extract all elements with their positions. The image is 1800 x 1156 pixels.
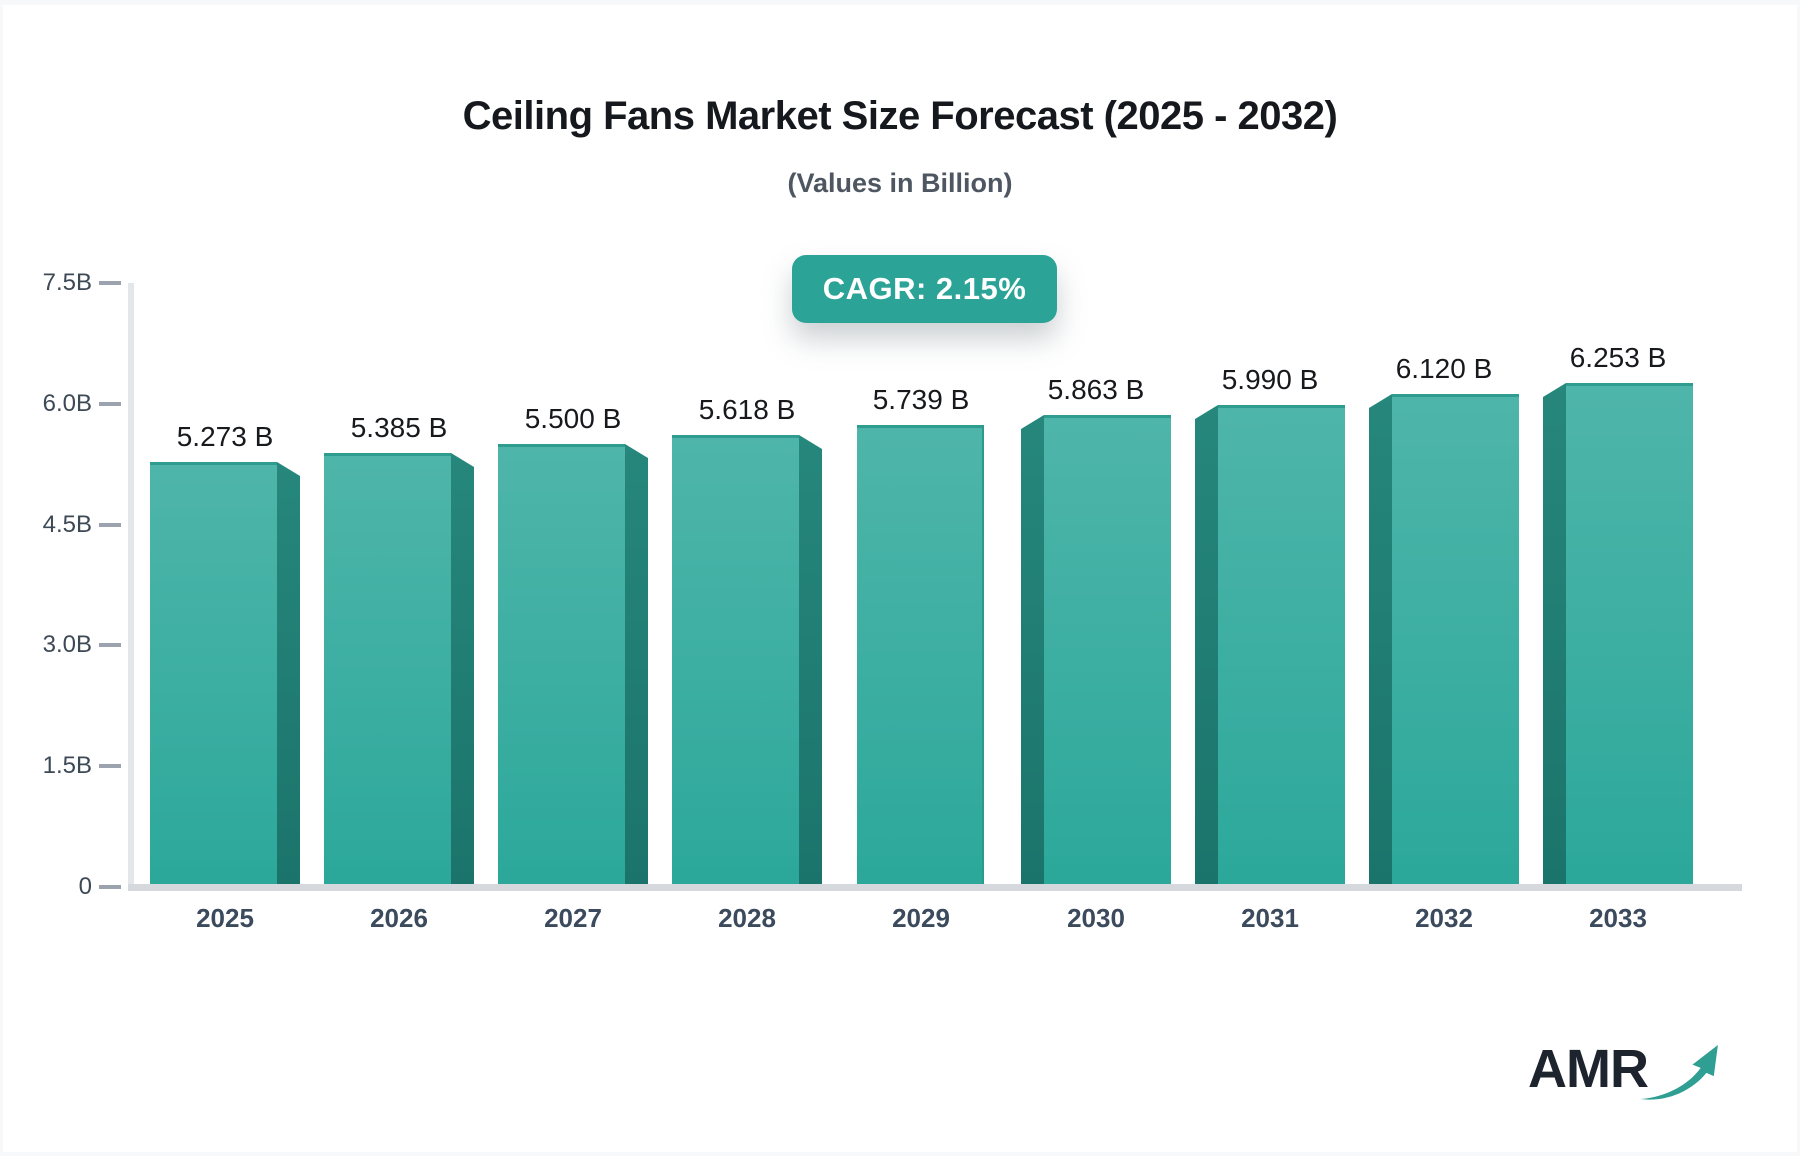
x-axis-label: 2030 [1067,903,1125,933]
bar-value-label: 5.618 B [698,394,796,425]
bar-face [1566,383,1693,887]
x-axis-label: 2028 [718,903,776,933]
x-axis-label: 2029 [892,903,950,933]
y-axis-label: 4.5B [42,511,92,538]
bar-side-shadow [625,444,648,887]
cagr-badge: CAGR: 2.15% [792,255,1057,323]
bar-side-shadow [1021,415,1044,887]
bar-value-label: 5.500 B [524,403,622,434]
bar-side-shadow [1369,394,1392,887]
x-axis-label: 2031 [1241,903,1299,933]
edge-strip-top [0,0,1800,5]
x-axis-label: 2033 [1589,903,1647,933]
bar-face [672,435,799,887]
y-axis-tick [99,281,121,285]
y-axis-label: 7.5B [42,269,92,296]
y-axis-tick [99,402,121,406]
bar [672,435,822,887]
bar-value-label: 5.863 B [1047,374,1145,405]
x-axis-label: 2025 [196,903,254,933]
bar-value-label: 5.739 B [872,384,970,415]
chart-title: Ceiling Fans Market Size Forecast (2025 … [462,94,1338,138]
bar-value-label: 6.120 B [1395,353,1493,384]
logo-arrow-icon [1640,1044,1718,1100]
bar [1543,383,1693,887]
bar-side-shadow [1195,405,1218,887]
bar-value-label: 6.253 B [1569,342,1667,373]
chart-subtitle: (Values in Billion) [787,168,1013,198]
y-axis-label: 0 [78,873,92,900]
bar-side-shadow [1543,383,1566,887]
bar [846,425,996,887]
y-axis-tick [99,885,121,889]
bar-value-label: 5.990 B [1221,364,1319,395]
bar [1195,405,1345,887]
y-axis-label: 3.0B [42,631,92,658]
bar-face [1218,405,1345,887]
y-axis-tick [99,764,121,768]
bar-side-shadow [451,453,474,887]
amr-logo: AMR [1528,1038,1728,1118]
bar-side-shadow [799,435,822,887]
x-axis-label: 2027 [544,903,602,933]
y-axis-label: 6.0B [42,390,92,417]
bar-face [324,453,451,887]
y-axis-label: 1.5B [42,752,92,779]
edge-strip-right [1797,0,1800,1156]
bar [150,462,300,887]
bar [324,453,474,887]
y-axis-tick [99,643,121,647]
bar [1021,415,1171,887]
bar-value-label: 5.273 B [176,421,274,452]
bar-face [1392,394,1519,887]
x-axis-label: 2026 [370,903,428,933]
amr-logo-text: AMR [1528,1039,1649,1099]
bar-face [1044,415,1171,887]
bar-face [857,425,984,887]
y-axis-tick [99,523,121,527]
bar-side-shadow [277,462,300,887]
edge-strip-bottom [0,1152,1800,1156]
bar-face [150,462,277,887]
y-axis-line [128,283,134,887]
bar [498,444,648,887]
bar-face [498,444,625,887]
bar [1369,394,1519,887]
x-axis-label: 2032 [1415,903,1473,933]
bar-value-label: 5.385 B [350,412,448,443]
edge-strip-left [0,0,3,1156]
x-axis-line [128,884,1742,891]
